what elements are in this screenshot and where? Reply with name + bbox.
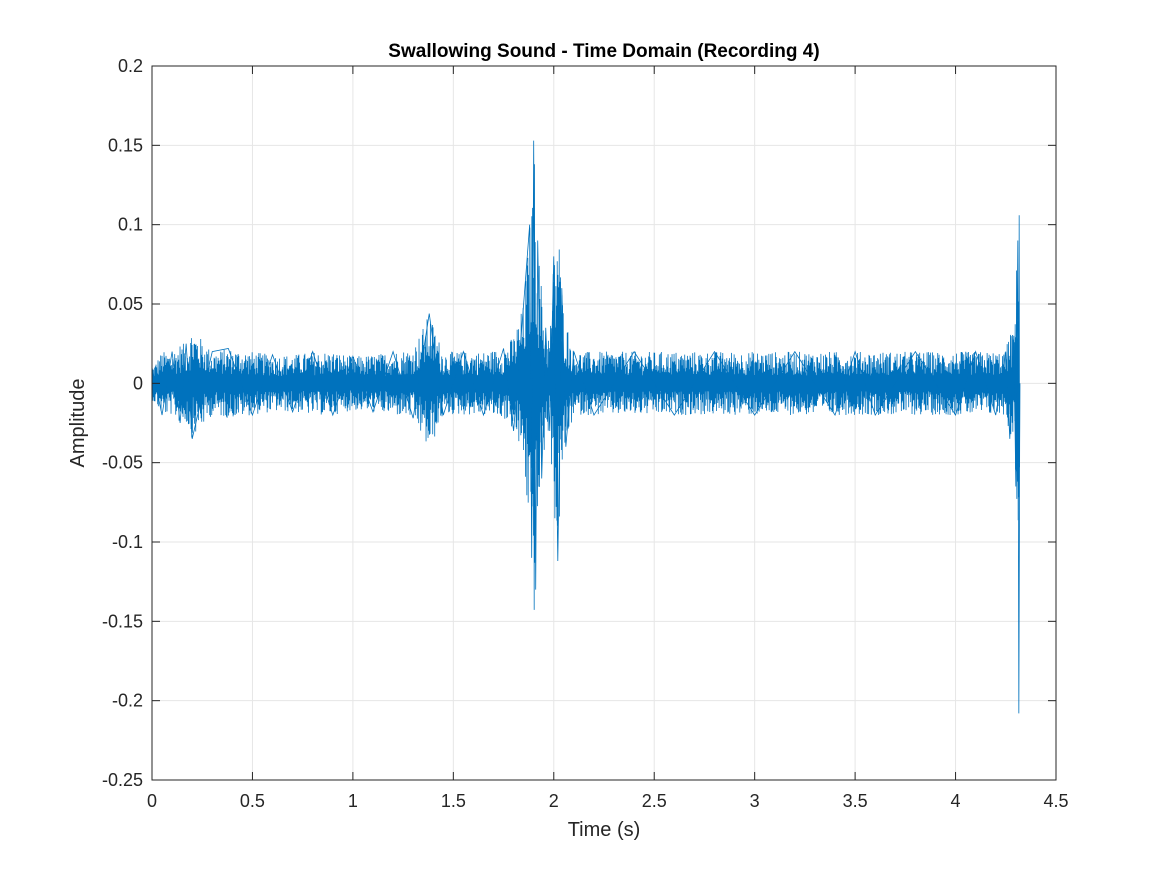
plot-frame <box>151 65 1057 781</box>
x-tick-label: 0.5 <box>240 791 265 811</box>
y-tick-label: 0.15 <box>108 135 143 155</box>
x-tick-label: 2.5 <box>642 791 667 811</box>
waveform-line <box>151 164 1021 610</box>
y-tick-label: -0.05 <box>102 453 143 473</box>
waveform-peaks <box>151 140 1021 714</box>
y-tick-label: 0.2 <box>118 56 143 76</box>
series-layer <box>151 140 1021 714</box>
x-tick-label: 0 <box>147 791 157 811</box>
y-tick-label: 0 <box>133 373 143 393</box>
y-axis-ticks: -0.25 -0.2 -0.15 -0.1 -0.05 0 0.05 0.1 0.15 0.2 <box>102 56 1056 790</box>
x-tick-label: 1 <box>348 791 358 811</box>
plot-background <box>152 66 1056 780</box>
y-tick-label: -0.15 <box>102 611 143 631</box>
x-tick-label: 4.5 <box>1043 791 1068 811</box>
y-tick-label: -0.2 <box>112 691 143 711</box>
y-tick-label: 0.1 <box>118 215 143 235</box>
x-tick-label: 1.5 <box>441 791 466 811</box>
y-tick-label: -0.1 <box>112 532 143 552</box>
x-axis-label: Time (s) <box>568 819 641 841</box>
chart-title: Swallowing Sound - Time Domain (Recordin… <box>388 41 819 62</box>
y-tick-label: -0.25 <box>102 770 143 790</box>
x-tick-label: 2 <box>549 791 559 811</box>
x-tick-label: 4 <box>951 791 961 811</box>
x-tick-label: 3 <box>750 791 760 811</box>
y-axis-label: Amplitude <box>67 379 89 468</box>
x-tick-label: 3.5 <box>843 791 868 811</box>
x-axis-ticks: 0 0.5 1 1.5 2 2.5 3 3.5 4 4.5 <box>147 66 1069 811</box>
y-tick-label: 0.05 <box>108 294 143 314</box>
